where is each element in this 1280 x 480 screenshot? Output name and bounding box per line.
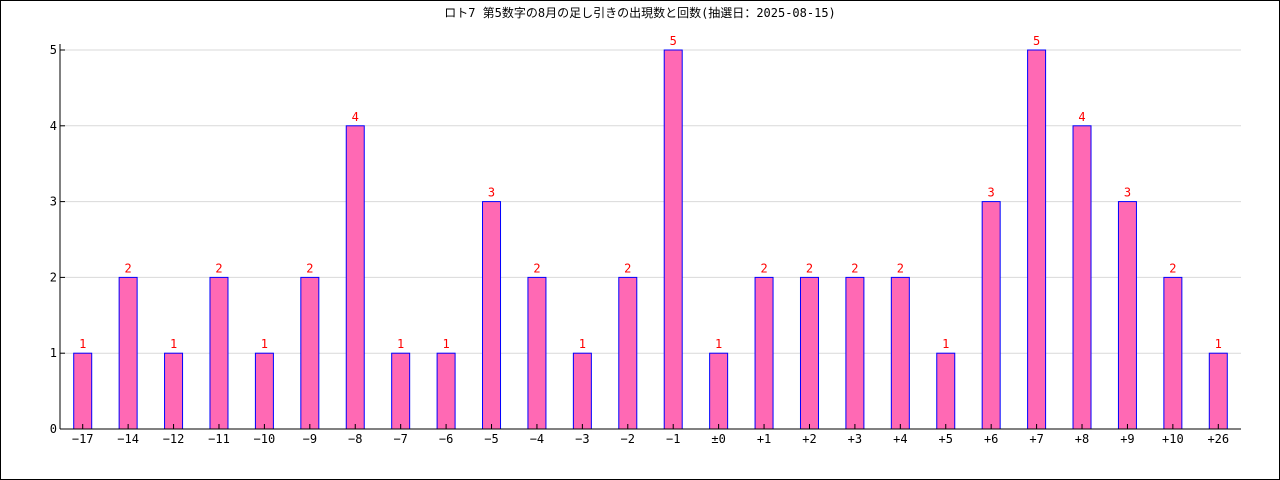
data-label: 2 bbox=[760, 261, 767, 275]
x-tick-label: −17 bbox=[72, 432, 94, 446]
y-tick-label: 3 bbox=[50, 195, 57, 209]
data-label: 2 bbox=[851, 261, 858, 275]
y-tick-label: 0 bbox=[50, 422, 57, 436]
bar bbox=[981, 201, 1001, 430]
bar bbox=[436, 352, 456, 430]
bar bbox=[164, 352, 184, 430]
bar bbox=[1163, 276, 1183, 430]
x-tick-label: +10 bbox=[1162, 432, 1184, 446]
x-tick-label: +8 bbox=[1075, 432, 1089, 446]
y-tick-label: 1 bbox=[50, 346, 57, 360]
y-tick-label: 2 bbox=[50, 270, 57, 284]
bar bbox=[663, 49, 683, 430]
chart-title: ロト7 第5数字の8月の足し引きの出現数と回数(抽選日：2025-08-15) bbox=[444, 6, 836, 20]
data-label: 3 bbox=[488, 186, 495, 200]
x-tick-label: +2 bbox=[802, 432, 816, 446]
y-tick-label: 4 bbox=[50, 119, 57, 133]
bar bbox=[345, 125, 365, 430]
bar bbox=[254, 352, 274, 430]
bar bbox=[300, 276, 320, 430]
x-tick-label: −7 bbox=[393, 432, 407, 446]
data-label: 2 bbox=[806, 261, 813, 275]
data-label: 1 bbox=[942, 337, 949, 351]
bar bbox=[73, 352, 93, 430]
bar bbox=[572, 352, 592, 430]
bar bbox=[845, 276, 865, 430]
grid-lines bbox=[60, 49, 1241, 354]
bar bbox=[527, 276, 547, 430]
x-tick-label: +26 bbox=[1207, 432, 1229, 446]
x-tick-label: −1 bbox=[666, 432, 680, 446]
x-tick-label: −10 bbox=[254, 432, 276, 446]
data-label: 2 bbox=[533, 261, 540, 275]
bar bbox=[890, 276, 910, 430]
bar bbox=[1027, 49, 1047, 430]
data-label: 5 bbox=[670, 34, 677, 48]
x-tick-label: +5 bbox=[939, 432, 953, 446]
x-tick-label: −12 bbox=[163, 432, 185, 446]
x-tick-label: −4 bbox=[530, 432, 544, 446]
data-label: 4 bbox=[352, 110, 359, 124]
data-label: 2 bbox=[897, 261, 904, 275]
data-label: 1 bbox=[442, 337, 449, 351]
bar bbox=[1072, 125, 1092, 430]
bar bbox=[936, 352, 956, 430]
data-label: 3 bbox=[988, 186, 995, 200]
x-tick-label: −2 bbox=[621, 432, 635, 446]
bars bbox=[73, 49, 1228, 430]
data-label: 1 bbox=[79, 337, 86, 351]
x-tick-label: +1 bbox=[757, 432, 771, 446]
axes: 0 1 2 3 4 5 −17 −14 −12 −11 −10 −9 −8 −7 −6 −5 −4 −3 −2 −1 ±… bbox=[50, 43, 1241, 446]
bar bbox=[482, 201, 502, 430]
x-tick-label: +4 bbox=[893, 432, 907, 446]
x-tick-label: −14 bbox=[117, 432, 139, 446]
x-tick-label: −6 bbox=[439, 432, 453, 446]
data-label: 3 bbox=[1124, 186, 1131, 200]
data-label: 1 bbox=[261, 337, 268, 351]
bar bbox=[118, 276, 138, 430]
data-label: 2 bbox=[125, 261, 132, 275]
x-tick-label: −9 bbox=[303, 432, 317, 446]
data-label: 2 bbox=[1169, 261, 1176, 275]
x-tick-label: +7 bbox=[1029, 432, 1043, 446]
data-label: 5 bbox=[1033, 34, 1040, 48]
data-labels: 1 2 1 2 1 2 4 1 1 3 2 1 2 5 1 2 2 2 2 1 3 5 4 3 2 1 bbox=[79, 34, 1222, 351]
data-label: 4 bbox=[1078, 110, 1085, 124]
x-tick-label: +3 bbox=[848, 432, 862, 446]
data-label: 1 bbox=[170, 337, 177, 351]
y-tick-label: 5 bbox=[50, 43, 57, 57]
data-label: 1 bbox=[715, 337, 722, 351]
data-label: 1 bbox=[579, 337, 586, 351]
x-tick-label: −5 bbox=[484, 432, 498, 446]
bar bbox=[391, 352, 411, 430]
data-label: 1 bbox=[1215, 337, 1222, 351]
x-tick-label: −3 bbox=[575, 432, 589, 446]
x-tick-label: −11 bbox=[208, 432, 230, 446]
x-tick-label: ±0 bbox=[711, 432, 725, 446]
x-tick-label: −8 bbox=[348, 432, 362, 446]
bar bbox=[1208, 352, 1228, 430]
data-label: 1 bbox=[397, 337, 404, 351]
bar bbox=[799, 276, 819, 430]
data-label: 2 bbox=[215, 261, 222, 275]
bar bbox=[754, 276, 774, 430]
x-tick-label: +9 bbox=[1120, 432, 1134, 446]
data-label: 2 bbox=[624, 261, 631, 275]
data-label: 2 bbox=[306, 261, 313, 275]
bar bbox=[618, 276, 638, 430]
bar bbox=[709, 352, 729, 430]
x-tick-label: +6 bbox=[984, 432, 998, 446]
bar bbox=[209, 276, 229, 430]
bar bbox=[1117, 201, 1137, 430]
